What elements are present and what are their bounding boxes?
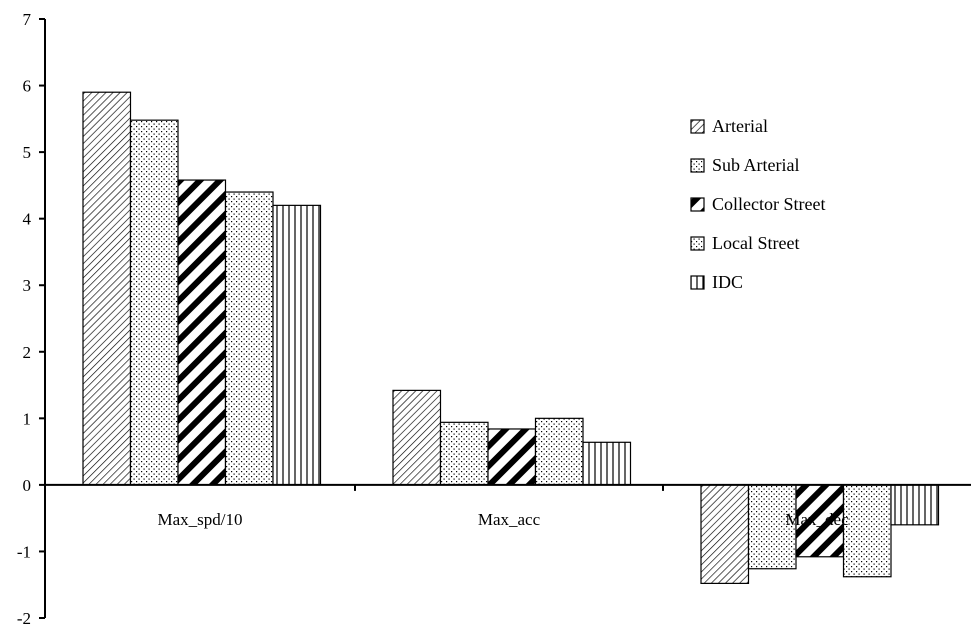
bar-idc-2 <box>582 441 632 486</box>
bar-idc-3 <box>890 484 940 526</box>
legend-label: Sub Arterial <box>712 155 800 175</box>
category-label: Max_dec <box>785 510 849 529</box>
y-tick-label: 6 <box>23 77 32 96</box>
axes <box>39 18 971 619</box>
bar-arterial-1 <box>82 91 132 486</box>
legend-label: Arterial <box>712 116 768 136</box>
bar-sub-arterial-3 <box>747 484 797 570</box>
y-tick-label: 5 <box>23 143 32 162</box>
bar-arterial-3 <box>700 484 750 584</box>
y-tick-label: 7 <box>23 10 32 29</box>
legend-label: Local Street <box>712 233 799 253</box>
y-tick-label: -2 <box>17 609 31 628</box>
bars <box>82 91 940 584</box>
legend-label: IDC <box>712 272 743 292</box>
y-tick-label: 4 <box>23 210 32 229</box>
bar-local-street-2 <box>534 417 584 486</box>
bar-collector-street-1 <box>177 179 227 486</box>
category-label: Max_acc <box>478 510 541 529</box>
y-tick-label: 3 <box>23 276 32 295</box>
bar-collector-street-3 <box>795 484 845 558</box>
bar-arterial-2 <box>392 389 442 486</box>
legend-swatch-sub-arterial <box>690 158 705 173</box>
legend-swatch-local-street <box>690 236 705 251</box>
y-tick-label: 1 <box>23 409 32 428</box>
category-label: Max_spd/10 <box>158 510 243 529</box>
legend-swatch-collector-street <box>690 197 705 212</box>
legend-label: Collector Street <box>712 194 825 214</box>
bar-local-street-1 <box>224 191 274 486</box>
bar-sub-arterial-1 <box>129 119 179 486</box>
bar-local-street-3 <box>842 484 892 578</box>
y-tick-label: 2 <box>23 343 32 362</box>
y-tick-label: 0 <box>23 476 32 495</box>
legend-swatch-arterial <box>690 119 705 134</box>
legend: Arterial Sub Arterial Collector Street Loca… <box>690 116 825 292</box>
bar-collector-street-2 <box>487 428 537 486</box>
bar-sub-arterial-2 <box>439 421 489 486</box>
y-tick-label: -1 <box>17 542 31 561</box>
bar-idc-1 <box>272 204 322 486</box>
labels: -2 -1 0 1 2 3 4 5 6 7 Max_spd/10 Max_acc Max_dec <box>17 10 849 628</box>
legend-swatch-idc <box>690 275 705 290</box>
